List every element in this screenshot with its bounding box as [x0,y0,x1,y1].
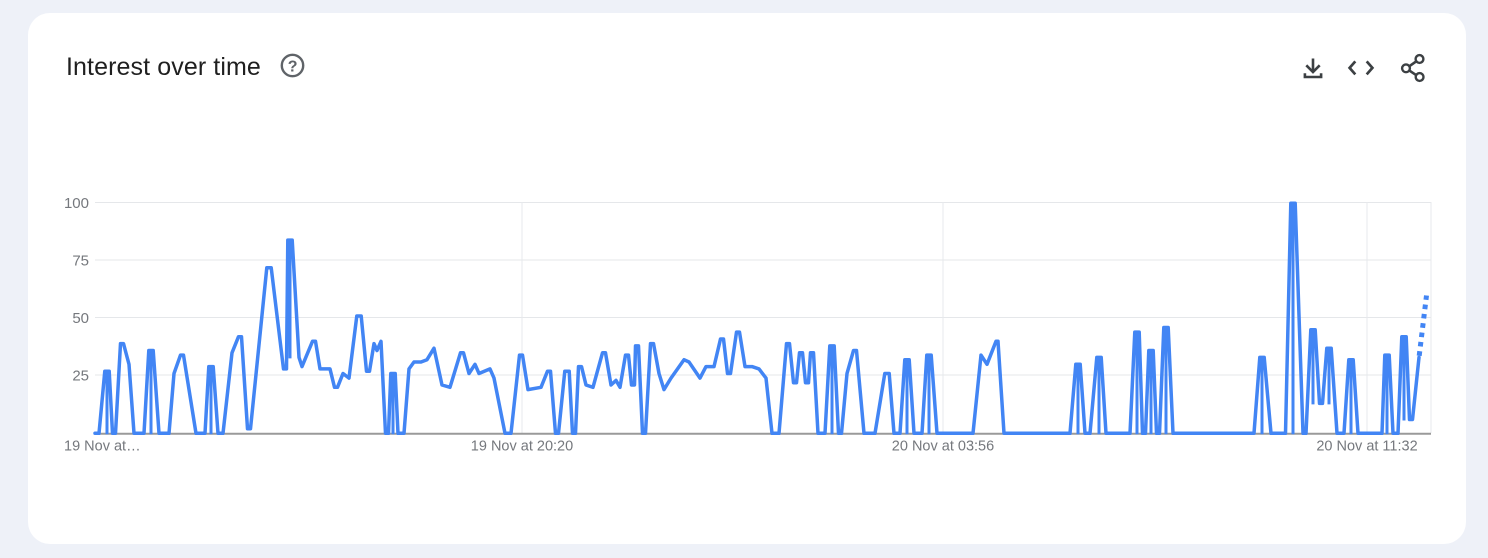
svg-text:50: 50 [72,310,89,327]
svg-text:75: 75 [72,253,89,270]
svg-text:20 Nov at 03:56: 20 Nov at 03:56 [892,439,994,455]
svg-text:19 Nov at 20:20: 19 Nov at 20:20 [471,439,573,455]
svg-text:19 Nov at…: 19 Nov at… [64,439,141,455]
svg-text:?: ? [288,59,298,76]
svg-text:100: 100 [64,195,89,212]
svg-text:25: 25 [72,368,89,385]
svg-text:20 Nov at 11:32: 20 Nov at 11:32 [1316,439,1417,455]
